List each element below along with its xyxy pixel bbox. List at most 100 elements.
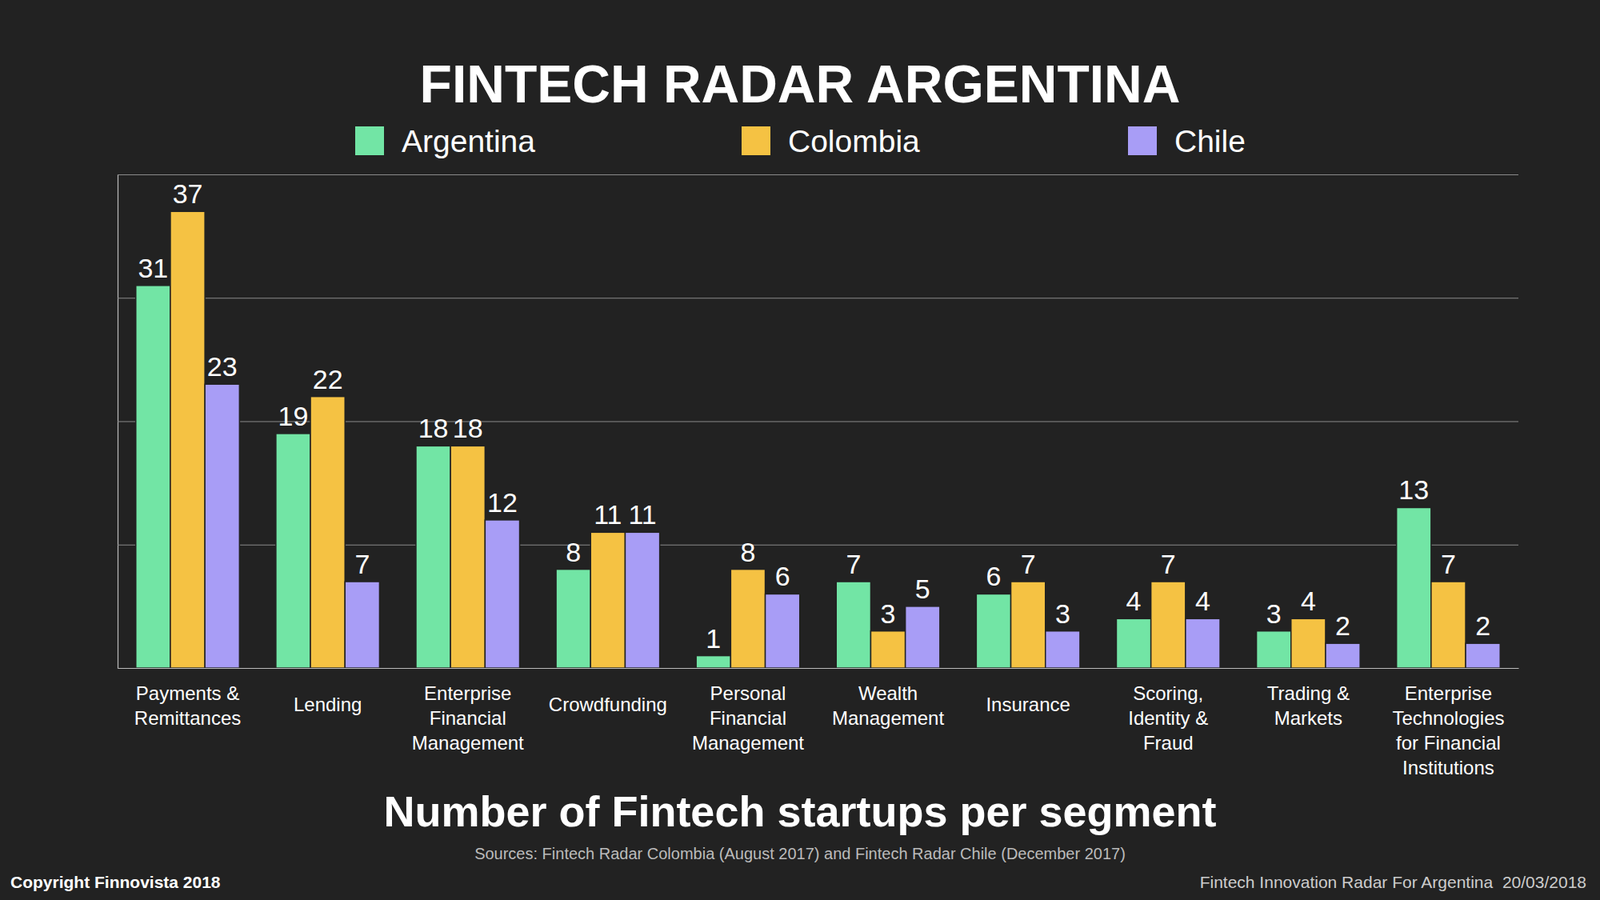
x-tick-label-line: Financial <box>429 707 507 729</box>
x-tick: Wealth Management <box>832 682 944 729</box>
data-label: 19 <box>278 400 309 432</box>
legend-swatch <box>1128 126 1157 156</box>
source-note: Sources: Fintech Radar Colombia (August … <box>474 844 1126 863</box>
x-tick-label: Wealth Management <box>832 682 944 729</box>
x-tick-label: Enterprise Financial Management <box>412 682 524 754</box>
x-tick: Payments & Remittances <box>134 682 241 729</box>
x-tick-label: Lending <box>293 693 362 716</box>
legend-swatch <box>741 126 771 156</box>
bar <box>310 396 345 668</box>
x-tick: Trading & Markets <box>1267 682 1350 729</box>
legend-entry: Colombia <box>741 124 920 159</box>
x-tick-label-line: Management <box>412 732 524 754</box>
bar <box>730 569 765 668</box>
x-axis: Payments & Remittances Lending Enterprise Fi… <box>118 668 1520 780</box>
data-label: 13 <box>1398 474 1429 505</box>
x-tick-label: Scoring, Identity & Fraud <box>1128 682 1208 754</box>
data-label: 4 <box>1195 585 1211 616</box>
bar <box>1256 631 1292 668</box>
x-tick-label-line: Insurance <box>985 693 1070 716</box>
data-label: 11 <box>628 499 656 530</box>
bar <box>976 593 1011 668</box>
x-tick-label-line: Crowdfunding <box>548 693 668 716</box>
data-label: 31 <box>137 252 168 284</box>
data-label: 12 <box>487 487 518 518</box>
grid-line <box>117 668 1519 669</box>
grid-line <box>117 297 1519 299</box>
x-tick-label: Insurance <box>985 693 1070 716</box>
bars <box>136 211 1500 668</box>
data-label: 2 <box>1475 610 1491 641</box>
x-tick-label-line: Fraud <box>1143 732 1194 754</box>
bar <box>590 532 625 668</box>
x-tick-label: Enterprise Technologies for FinancialInsti… <box>1392 682 1504 779</box>
data-label: 4 <box>1300 585 1316 616</box>
bar <box>1325 643 1360 668</box>
x-tick-label-line: Markets <box>1274 707 1343 729</box>
subtitle: Number of Fintech startups per segment <box>383 787 1216 836</box>
data-label: 18 <box>418 412 449 444</box>
data-label: 6 <box>985 560 1001 592</box>
bar <box>1465 643 1500 668</box>
x-tick-label-line: Enterprise <box>1404 682 1492 704</box>
x-tick: Personal Financial Management <box>692 682 804 754</box>
x-tick: Enterprise Technologies for FinancialInsti… <box>1392 682 1504 779</box>
data-label: 4 <box>1126 585 1142 616</box>
legend: Argentina Colombia Chile <box>355 124 1246 159</box>
data-label: 18 <box>452 412 484 444</box>
bar <box>1116 618 1151 668</box>
legend-label: Colombia <box>788 124 920 159</box>
x-tick-label-line: Enterprise <box>424 682 512 704</box>
bar <box>696 656 731 668</box>
data-label: 7 <box>845 548 861 580</box>
y-tick <box>117 668 1519 669</box>
data-label: 7 <box>354 548 370 580</box>
legend-entry: Chile <box>1128 124 1246 159</box>
x-tick-label-line: Payments & <box>136 682 240 704</box>
bar <box>276 433 311 668</box>
bar <box>870 631 905 668</box>
x-tick-label-line: Remittances <box>134 707 241 729</box>
data-label: 7 <box>1160 548 1176 580</box>
data-label: 7 <box>1020 548 1036 580</box>
data-label: 7 <box>1440 548 1456 580</box>
x-tick-label: Trading & Markets <box>1267 682 1350 729</box>
data-labels: 3119188176431337221811837747237121165342… <box>137 178 1491 653</box>
bar <box>1291 618 1326 668</box>
x-tick-label-line: Management <box>832 707 944 729</box>
x-tick-label-line: Financial <box>709 707 787 729</box>
legend-label: Argentina <box>401 124 536 159</box>
x-tick: Insurance <box>985 693 1070 716</box>
bar <box>344 581 380 668</box>
x-tick-label-line: Lending <box>293 693 362 716</box>
y-tick <box>117 174 1519 176</box>
x-tick-label-line: Wealth <box>858 682 918 704</box>
x-tick-label-line: Personal <box>710 682 787 704</box>
x-tick-label-line: Scoring, <box>1132 682 1204 704</box>
background <box>0 0 1600 900</box>
x-tick: Scoring, Identity & Fraud <box>1128 682 1208 754</box>
bar <box>1431 581 1466 668</box>
y-axis-line <box>118 175 1520 669</box>
x-tick-label-line: Institutions <box>1402 756 1495 779</box>
x-tick-label-line: Technologies <box>1392 707 1504 729</box>
x-tick-label-line: Identity & <box>1128 707 1208 729</box>
data-label: 1 <box>705 623 721 654</box>
x-tick-label-line: for Financial <box>1396 732 1501 754</box>
bar <box>765 593 800 668</box>
data-label: 23 <box>207 351 238 382</box>
bar <box>1151 581 1186 668</box>
data-label: 2 <box>1335 610 1351 641</box>
x-axis-line <box>118 668 1520 669</box>
x-tick-label: Payments & Remittances <box>134 682 241 729</box>
x-tick-label-line: Trading & <box>1267 682 1350 704</box>
bar <box>204 384 240 668</box>
data-label: 37 <box>172 178 204 209</box>
x-tick-label: Personal Financial Management <box>692 682 804 754</box>
bar <box>484 520 520 668</box>
data-label: 11 <box>593 499 622 530</box>
x-tick: Crowdfunding <box>548 693 668 716</box>
x-tick-label-line: Management <box>692 732 804 754</box>
bar <box>1011 581 1046 668</box>
bar <box>416 445 451 668</box>
